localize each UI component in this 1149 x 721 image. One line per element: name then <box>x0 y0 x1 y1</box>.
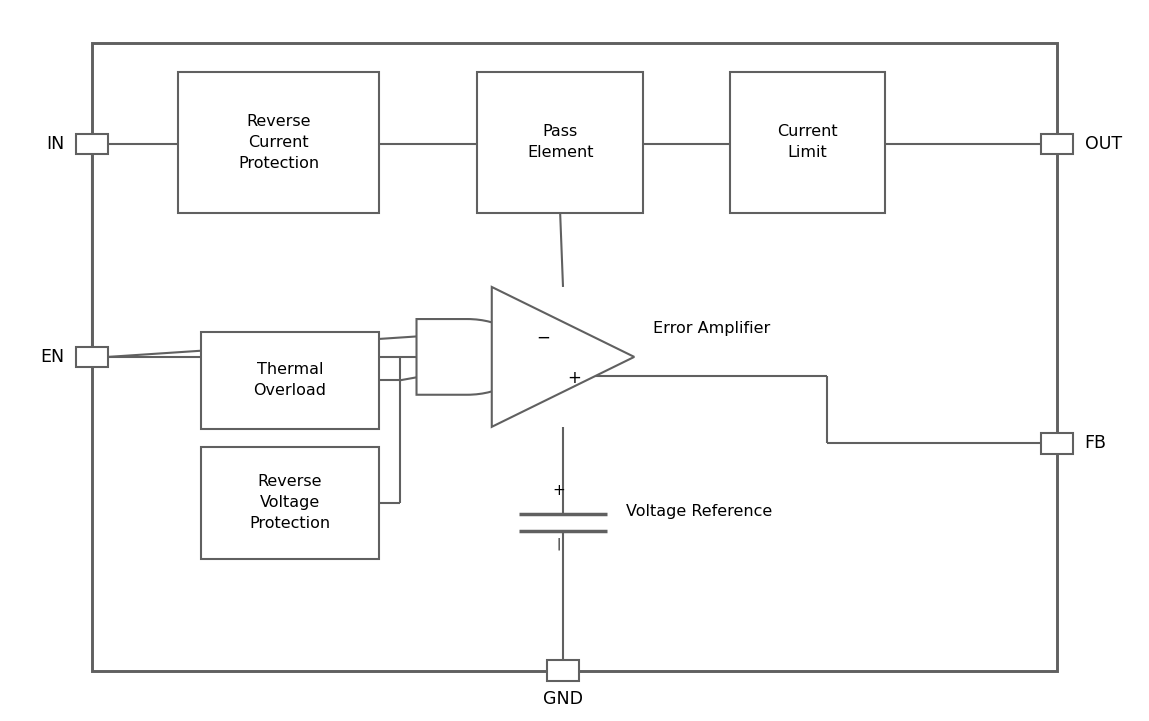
Text: EN: EN <box>40 348 64 366</box>
Text: +: + <box>553 483 565 498</box>
Bar <box>76 134 108 154</box>
Bar <box>76 347 108 367</box>
Bar <box>92 43 1057 671</box>
Bar <box>730 72 885 213</box>
Polygon shape <box>492 287 634 427</box>
Text: GND: GND <box>543 690 583 708</box>
Bar <box>477 72 643 213</box>
Bar <box>201 332 379 429</box>
Text: +: + <box>566 369 580 387</box>
Text: OUT: OUT <box>1085 136 1121 153</box>
Text: −: − <box>537 328 550 346</box>
Text: Current
Limit: Current Limit <box>777 125 838 160</box>
Bar <box>201 447 379 559</box>
Bar <box>547 660 579 681</box>
Text: Thermal
Overload: Thermal Overload <box>254 363 326 398</box>
Bar <box>1041 134 1073 154</box>
Text: Reverse
Voltage
Protection: Reverse Voltage Protection <box>249 474 331 531</box>
Bar <box>1041 433 1073 454</box>
Text: Error Amplifier: Error Amplifier <box>653 321 770 335</box>
Text: |: | <box>556 537 561 550</box>
Text: FB: FB <box>1085 435 1106 452</box>
Bar <box>178 72 379 213</box>
Text: Reverse
Current
Protection: Reverse Current Protection <box>238 114 319 171</box>
Text: IN: IN <box>46 136 64 153</box>
Text: Voltage Reference: Voltage Reference <box>626 505 772 519</box>
Text: Pass
Element: Pass Element <box>527 125 593 160</box>
PathPatch shape <box>416 319 527 395</box>
